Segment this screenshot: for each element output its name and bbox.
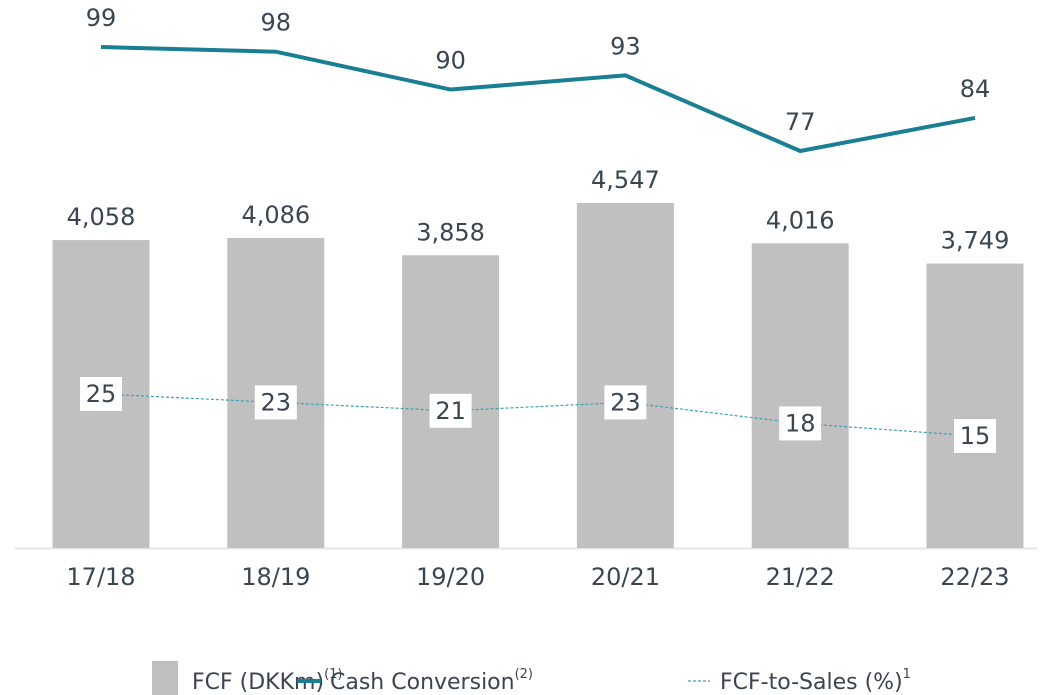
line-label: 25 [86, 380, 117, 408]
legend-swatch [152, 661, 178, 695]
label-box [429, 393, 472, 428]
dashed-line [100, 393, 976, 437]
line-label: 23 [610, 388, 641, 416]
line-label: 90 [435, 47, 466, 75]
legend-text: Cash Conversion [330, 670, 515, 695]
legend: FCF (DKKm)(1) Cash Conversion(2) FCF-to-… [152, 661, 911, 695]
x-tick-label: 18/19 [241, 563, 310, 591]
legend-label: Cash Conversion(2) [330, 667, 533, 695]
label-box [80, 377, 122, 411]
label-box [604, 385, 647, 420]
line-label: 21 [435, 397, 466, 425]
line-label: 15 [960, 422, 991, 450]
label-box [779, 406, 822, 441]
x-tick-label: 21/22 [766, 563, 835, 591]
legend-label: FCF (DKKm)(1) [192, 667, 342, 695]
x-tick-label: 22/23 [940, 563, 1009, 591]
legend-sup: 1 [903, 667, 911, 682]
x-tick-label: 20/21 [591, 563, 660, 591]
bar [926, 263, 1024, 548]
bar [751, 243, 849, 549]
line-label: 98 [261, 9, 292, 37]
bar-label: 4,016 [766, 206, 835, 234]
bar-label: 4,547 [591, 166, 660, 194]
x-tick-label: 17/18 [66, 563, 135, 591]
legend-label: FCF-to-Sales (%)1 [720, 667, 911, 695]
label-box [254, 385, 297, 420]
bar-label: 4,058 [67, 203, 136, 231]
line-label: 93 [610, 32, 641, 60]
legend-sup: (2) [515, 667, 533, 682]
bar-label: 4,086 [241, 201, 310, 229]
label-box [954, 419, 996, 453]
bar [576, 203, 674, 548]
line-label: 18 [785, 409, 816, 437]
line-label: 99 [86, 4, 117, 32]
x-tick-label: 19/20 [416, 563, 485, 591]
legend-text: FCF-to-Sales (%) [720, 670, 903, 695]
bar-label: 3,858 [416, 218, 485, 246]
line-label: 23 [261, 388, 292, 416]
line [100, 45, 976, 153]
legend-sup: (1) [324, 667, 342, 682]
line-label: 77 [785, 108, 816, 136]
line-label: 84 [960, 75, 991, 103]
bar-label: 3,749 [941, 227, 1010, 255]
